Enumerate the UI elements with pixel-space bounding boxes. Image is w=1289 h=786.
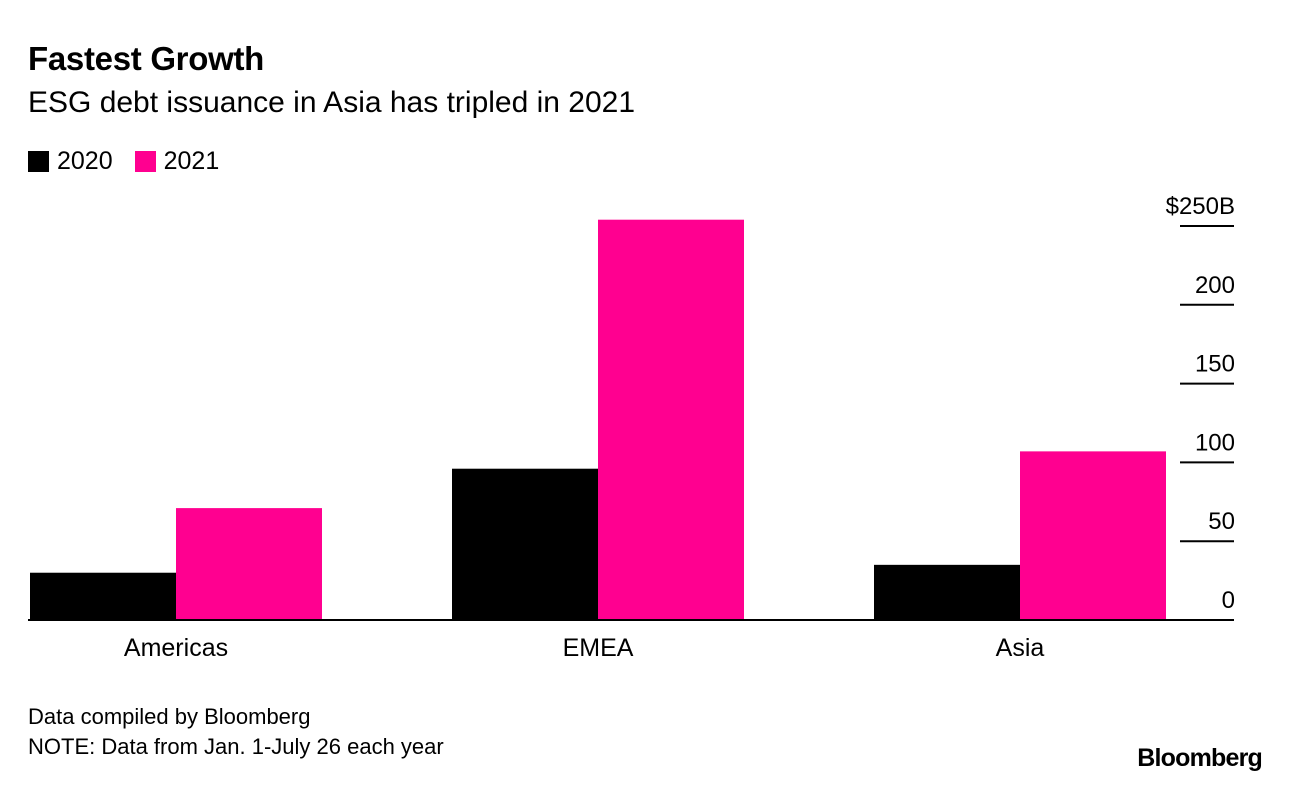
legend-swatch-2021 xyxy=(134,151,156,172)
bar-asia-2020 xyxy=(874,564,1020,620)
bar-emea-2021 xyxy=(598,219,744,621)
legend-label-2021: 2021 xyxy=(163,147,220,175)
bloomberg-logo: Bloomberg xyxy=(1137,744,1263,772)
bar-americas-2020 xyxy=(30,572,176,620)
x-tick-label-americas: Americas xyxy=(124,634,228,662)
y-tick-label-0: 0 xyxy=(1222,587,1235,614)
bar-emea-2020 xyxy=(452,468,598,620)
chart-subtitle: ESG debt issuance in Asia has tripled in… xyxy=(28,86,636,119)
y-tick-label-150: 150 xyxy=(1195,351,1235,378)
y-tick-label-250: $250B xyxy=(1166,193,1235,220)
legend-swatch-2020 xyxy=(28,151,49,172)
legend-label-2020: 2020 xyxy=(57,147,113,175)
source-note: Data compiled by Bloomberg xyxy=(28,704,311,729)
bar-americas-2021 xyxy=(176,508,322,620)
x-tick-label-emea: EMEA xyxy=(563,634,634,662)
legend-item-2021: 2021 xyxy=(134,147,220,176)
x-tick-label-asia: Asia xyxy=(996,634,1045,662)
date-range-note: NOTE: Data from Jan. 1-July 26 each year xyxy=(28,734,444,759)
y-tick-label-100: 100 xyxy=(1195,429,1235,456)
chart-title: Fastest Growth xyxy=(28,40,265,77)
y-tick-label-200: 200 xyxy=(1195,272,1235,299)
legend-item-2020: 2020 xyxy=(28,147,113,176)
bar-asia-2021 xyxy=(1020,451,1166,620)
legend: 2020 2021 xyxy=(28,147,241,176)
y-tick-label-50: 50 xyxy=(1208,508,1235,535)
